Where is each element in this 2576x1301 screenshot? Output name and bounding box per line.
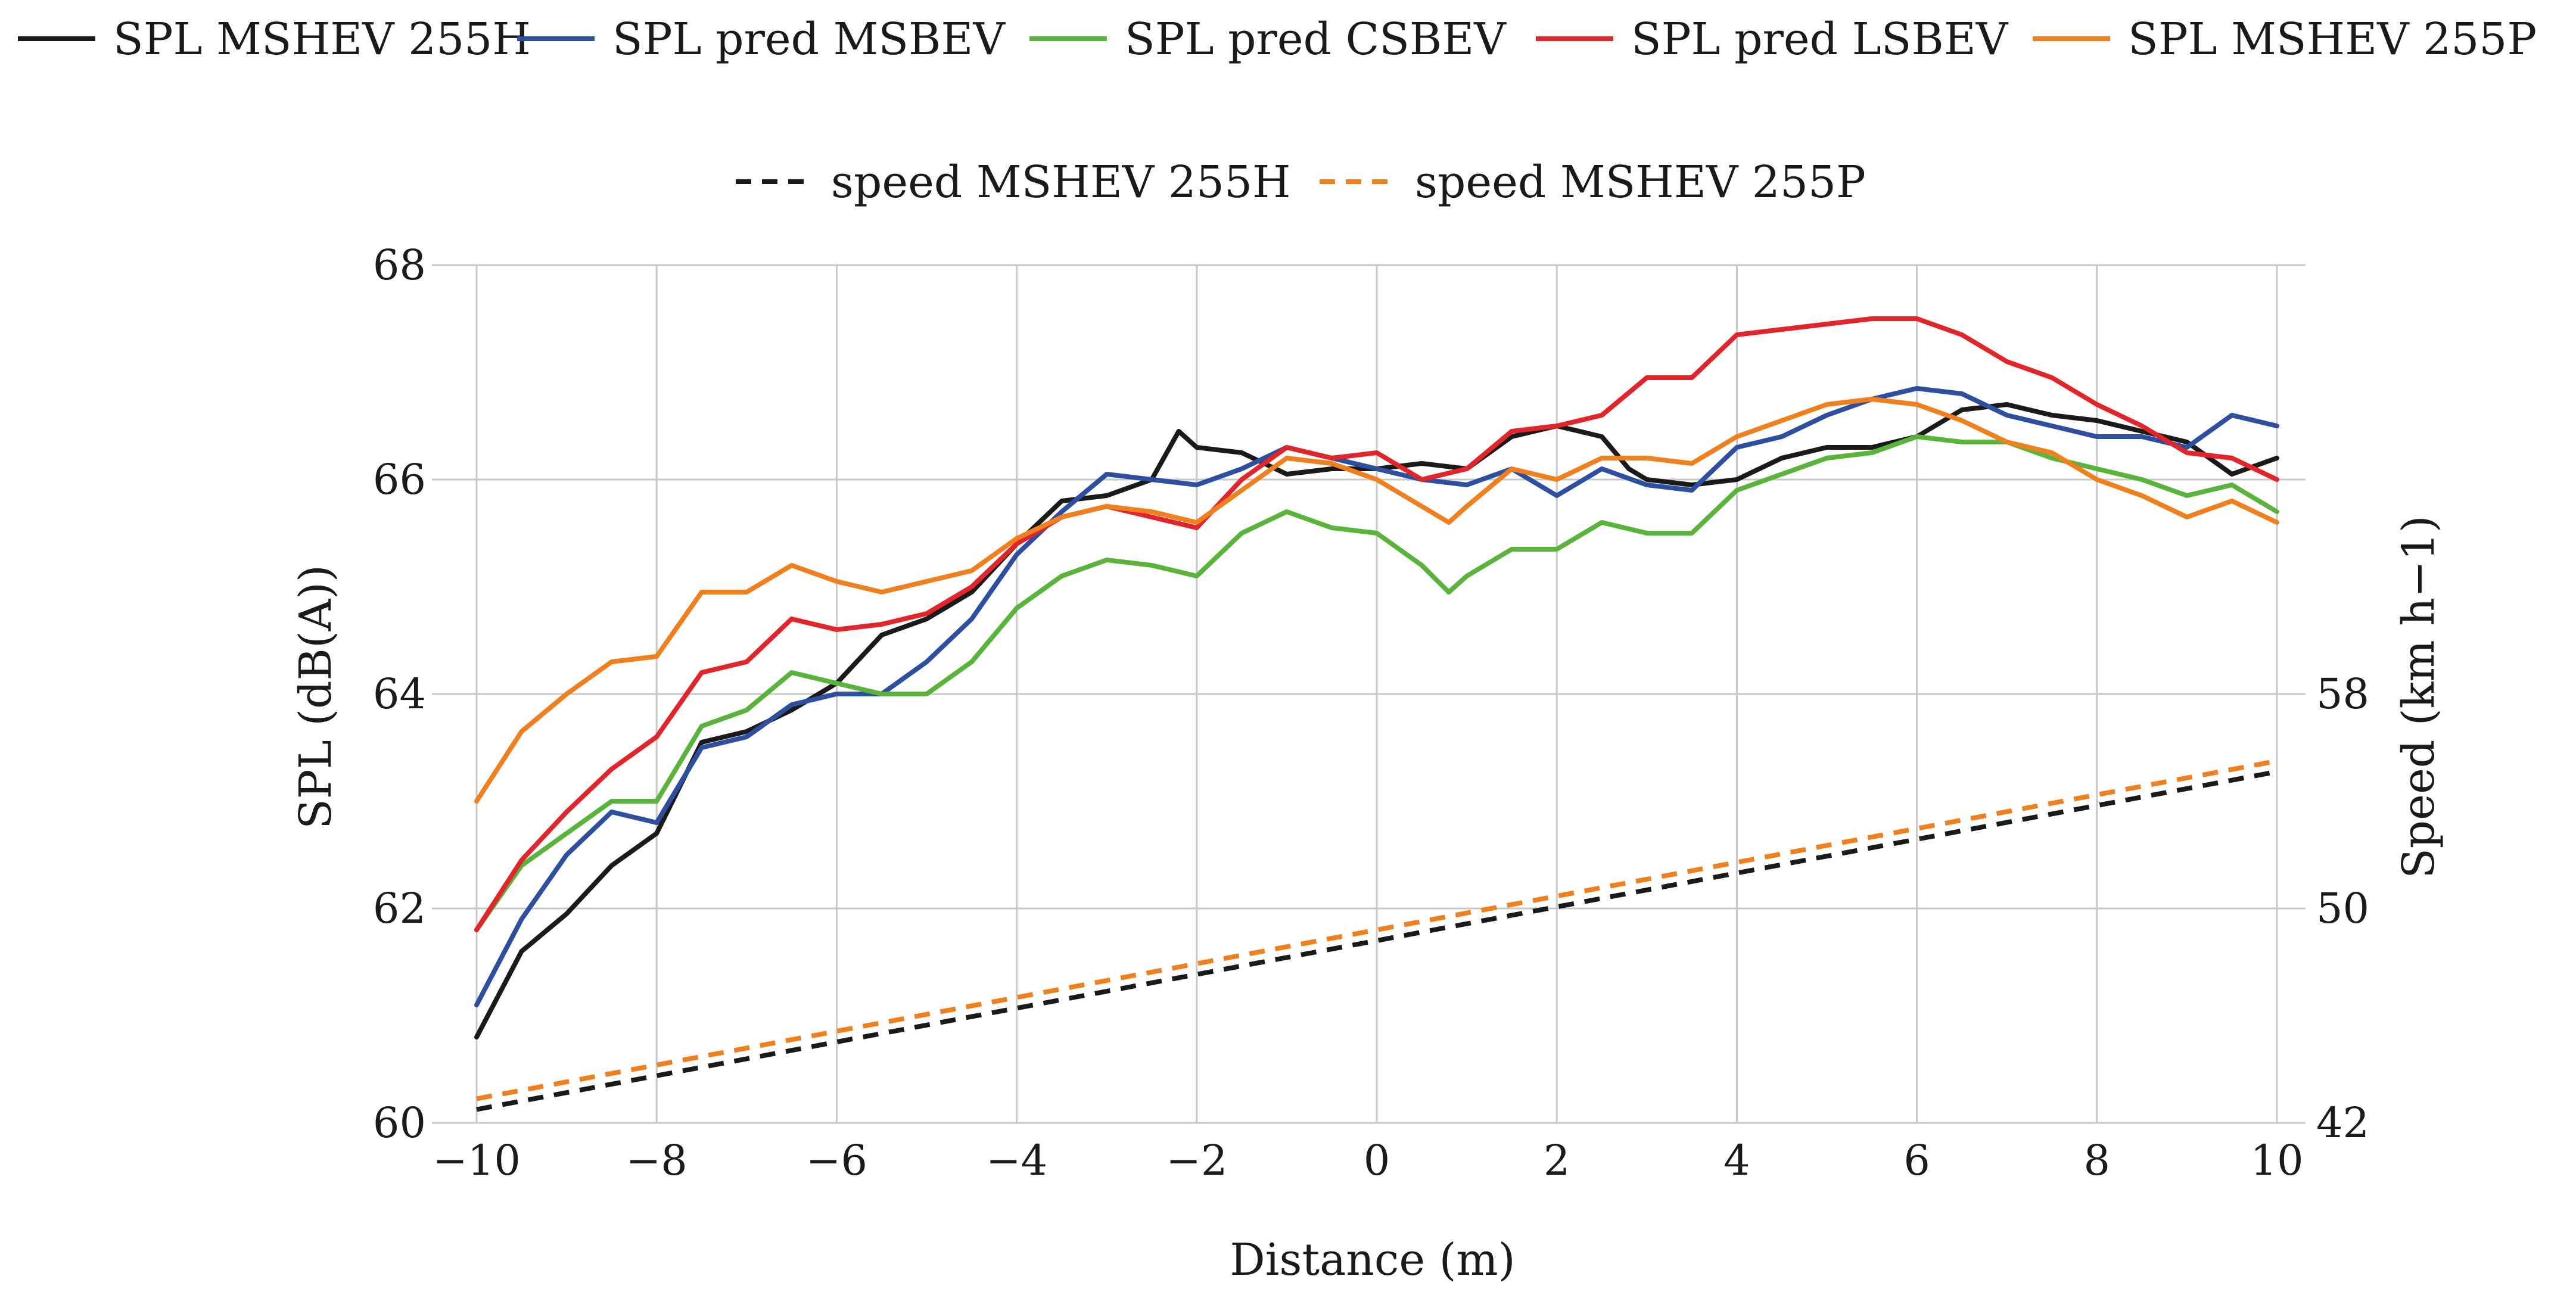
grid xyxy=(432,264,2306,1124)
legend: SPL MSHEV 255H SPL pred MSBEV SPL pred CSB… xyxy=(18,14,2537,208)
legend-item: SPL pred MSBEV xyxy=(517,14,1006,65)
legend-label: speed MSHEV 255H xyxy=(831,157,1291,208)
series-line-speed-mshev-255p xyxy=(476,758,2278,1101)
y-axis-left-title: SPL (dB(A)) xyxy=(290,565,341,829)
x-tick-label: −10 xyxy=(433,1136,521,1185)
series-lines xyxy=(474,316,2279,1112)
y-axis-right-title: Speed (km h−1) xyxy=(2393,515,2444,879)
legend-item: SPL pred LSBEV xyxy=(1536,14,2009,65)
x-tick-label: −2 xyxy=(1166,1136,1227,1185)
x-tick-label: 8 xyxy=(2084,1136,2111,1185)
legend-label: SPL pred MSBEV xyxy=(612,14,1006,65)
series-line-spl-pred-msbev xyxy=(474,386,2279,1007)
y-left-tick-label: 66 xyxy=(373,455,426,504)
y-left-tick-label: 64 xyxy=(373,670,426,718)
legend-item: SPL pred CSBEV xyxy=(1029,14,1507,65)
y-left-tick-label: 60 xyxy=(373,1098,426,1147)
series-line-spl-mshev-255p xyxy=(474,397,2279,804)
x-tick-label: 6 xyxy=(1903,1136,1930,1185)
legend-label: SPL pred CSBEV xyxy=(1125,14,1507,65)
legend-label: SPL pred LSBEV xyxy=(1631,14,2009,65)
x-tick-label: 10 xyxy=(2250,1136,2303,1185)
x-tick-label: 4 xyxy=(1723,1136,1750,1185)
x-axis-title: Distance (m) xyxy=(1230,1234,1515,1286)
legend-item: SPL MSHEV 255H xyxy=(18,14,531,65)
series-line-spl-pred-csbev xyxy=(474,434,2279,932)
series-line-speed-mshev-255h xyxy=(476,769,2278,1112)
legend-label: SPL MSHEV 255H xyxy=(113,14,531,65)
series-line-spl-pred-lsbev xyxy=(474,316,2279,932)
y-right-tick-label: 58 xyxy=(2316,670,2369,718)
y-right-tick-label: 50 xyxy=(2316,884,2369,933)
legend-item: speed MSHEV 255H xyxy=(736,157,1291,208)
legend-item: speed MSHEV 255P xyxy=(1320,157,1866,208)
x-tick-label: −4 xyxy=(986,1136,1047,1185)
legend-label: speed MSHEV 255P xyxy=(1415,157,1866,208)
x-tick-label: −6 xyxy=(806,1136,867,1185)
x-tick-label: −8 xyxy=(626,1136,687,1185)
y-right-tick-label: 42 xyxy=(2316,1098,2369,1147)
legend-label: SPL MSHEV 255P xyxy=(2128,14,2537,65)
x-tick-label: 2 xyxy=(1544,1136,1570,1185)
y-left-tick-label: 62 xyxy=(373,884,426,933)
y-left-tick-label: 68 xyxy=(373,241,426,290)
x-tick-label: 0 xyxy=(1364,1136,1390,1185)
legend-item: SPL MSHEV 255P xyxy=(2033,14,2537,65)
